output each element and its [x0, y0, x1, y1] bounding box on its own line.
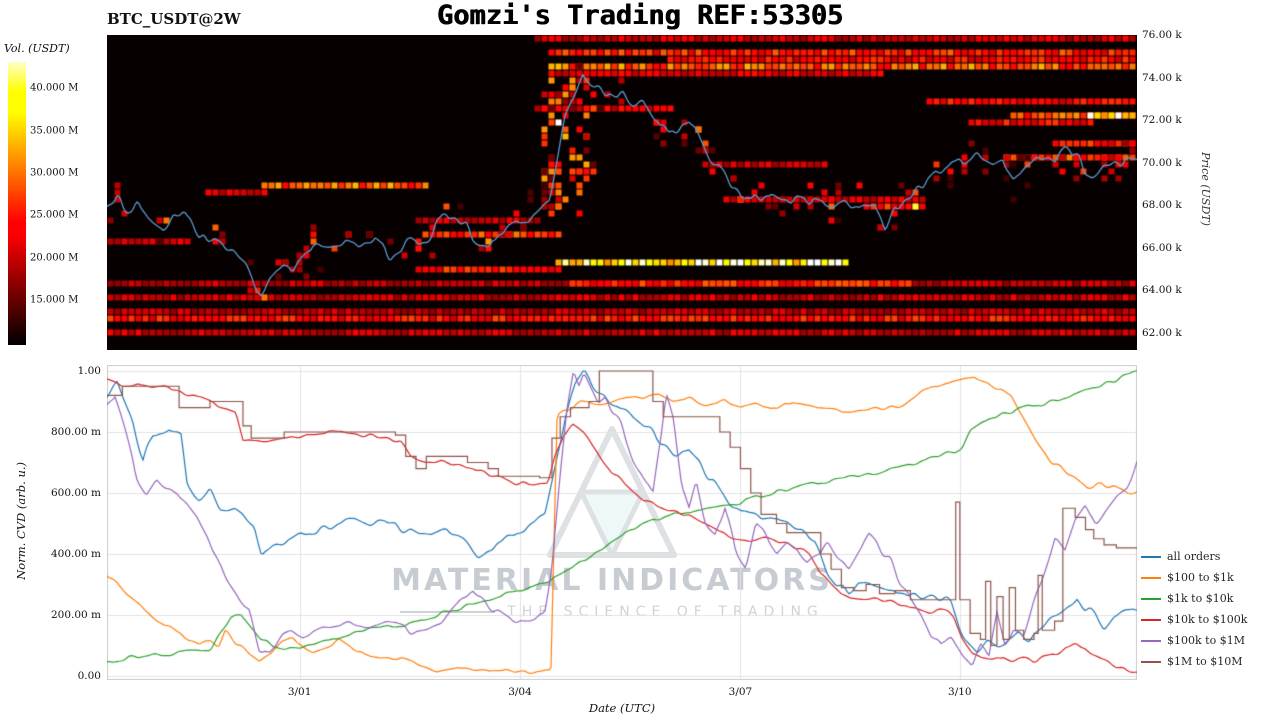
colorbar-title: Vol. (USDT): [4, 42, 70, 55]
legend-swatch: [1141, 597, 1161, 600]
legend-swatch: [1141, 576, 1161, 579]
cvd-x-tick: 3/07: [728, 686, 753, 698]
legend-swatch: [1141, 660, 1161, 663]
legend-item-1M-10M: $1M to $10M: [1141, 651, 1247, 672]
chart-legend: all orders $100 to $1k $1k to $10k $10k …: [1141, 546, 1247, 672]
legend-label: $1M to $10M: [1167, 655, 1243, 668]
legend-swatch: [1141, 555, 1161, 558]
liquidity-heatmap-canvas: [107, 35, 1137, 350]
price-axis-tick: 70.00 k: [1142, 156, 1182, 169]
cvd-y-tick: 600.00 m: [50, 487, 101, 499]
page-title: Gomzi's Trading REF:53305: [436, 0, 844, 31]
price-axis-tick: 64.00 k: [1142, 284, 1182, 297]
cvd-y-tick: 800.00 m: [50, 426, 101, 438]
colorbar-tick: 20.000 M: [30, 252, 79, 264]
price-axis-tick: 62.00 k: [1142, 326, 1182, 339]
price-axis-tick: 68.00 k: [1142, 199, 1182, 212]
colorbar-tick: 40.000 M: [30, 82, 79, 94]
colorbar-tick: 35.000 M: [30, 125, 79, 137]
cvd-x-tick: 3/01: [287, 686, 312, 698]
legend-item-100-1k: $100 to $1k: [1141, 567, 1247, 588]
legend-item-10k-100k: $10k to $100k: [1141, 609, 1247, 630]
cvd-y-axis-title: Norm. CVD (arb. u.): [14, 462, 28, 580]
legend-item-100k-1M: $100k to $1M: [1141, 630, 1247, 651]
price-axis-title: Price (USDT): [1199, 152, 1212, 226]
cvd-x-tick: 3/04: [508, 686, 532, 698]
legend-swatch: [1141, 618, 1161, 621]
legend-label: $100k to $1M: [1167, 634, 1245, 647]
date-axis-title: Date (UTC): [588, 701, 656, 715]
cvd-y-tick: 400.00 m: [50, 548, 101, 560]
price-axis-tick: 72.00 k: [1142, 114, 1182, 127]
colorbar-tick: 25.000 M: [30, 209, 79, 221]
colorbar-gradient: [8, 62, 26, 345]
price-axis-tick: 76.00 k: [1142, 29, 1182, 41]
legend-label: all orders: [1167, 550, 1221, 563]
cvd-y-tick: 1.00: [77, 365, 101, 377]
cvd-chart-canvas: [107, 365, 1137, 680]
legend-label: $10k to $100k: [1167, 613, 1248, 626]
cvd-x-tick: 3/10: [948, 686, 972, 698]
legend-swatch: [1141, 639, 1161, 642]
colorbar-tick: 30.000 M: [30, 167, 79, 179]
legend-item-all-orders: all orders: [1141, 546, 1247, 567]
price-axis-tick: 66.00 k: [1142, 241, 1182, 254]
colorbar-tick: 15.000 M: [30, 294, 79, 306]
legend-item-1k-10k: $1k to $10k: [1141, 588, 1247, 609]
symbol-label: BTC_USDT@2W: [107, 10, 241, 28]
cvd-y-tick: 200.00 m: [50, 609, 101, 621]
price-axis-tick: 74.00 k: [1142, 71, 1182, 84]
legend-label: $1k to $10k: [1167, 592, 1234, 605]
cvd-y-tick: 0.00: [77, 670, 101, 682]
legend-label: $100 to $1k: [1167, 571, 1234, 584]
